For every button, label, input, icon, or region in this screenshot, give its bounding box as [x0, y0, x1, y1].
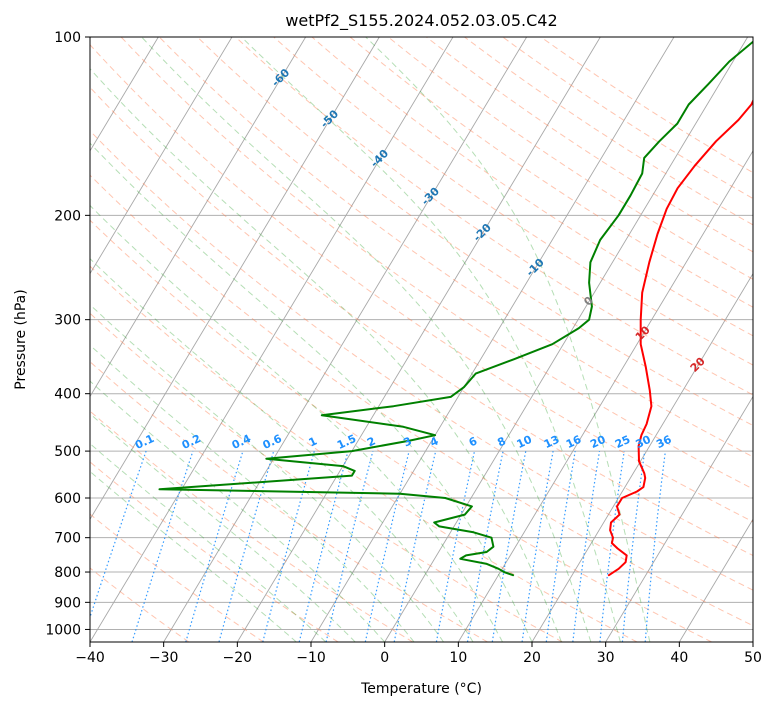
y-tick-label: 200 — [54, 208, 81, 224]
x-tick-label: −30 — [149, 650, 179, 666]
x-axis-label: Temperature (°C) — [360, 681, 482, 697]
x-tick-label: 0 — [380, 650, 389, 666]
y-tick-label: 900 — [54, 595, 81, 611]
y-tick-label: 600 — [54, 491, 81, 507]
x-tick-label: 10 — [449, 650, 467, 666]
y-tick-label: 400 — [54, 387, 81, 403]
y-tick-label: 100 — [54, 30, 81, 46]
y-axis-label: Pressure (hPa) — [13, 289, 29, 389]
chart-title: wetPf2_S155.2024.052.03.05.C42 — [285, 11, 557, 31]
y-tick-label: 300 — [54, 313, 81, 329]
x-tick-label: −20 — [223, 650, 253, 666]
y-tick-label: 500 — [54, 444, 81, 460]
x-tick-label: −40 — [75, 650, 105, 666]
x-tick-label: 30 — [597, 650, 615, 666]
x-tick-label: 50 — [744, 650, 762, 666]
x-tick-label: 20 — [523, 650, 541, 666]
x-tick-label: −10 — [296, 650, 326, 666]
y-tick-label: 800 — [54, 565, 81, 581]
y-tick-label: 700 — [54, 531, 81, 547]
y-tick-label: 1000 — [45, 622, 81, 638]
x-tick-label: 40 — [670, 650, 688, 666]
